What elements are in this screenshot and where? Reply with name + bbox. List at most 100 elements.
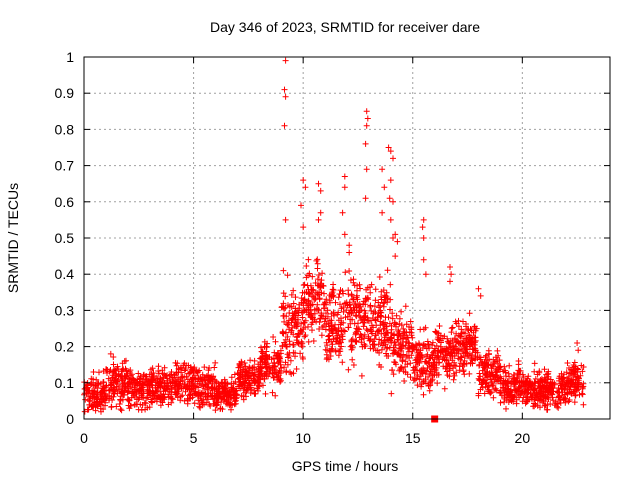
data-point	[290, 300, 297, 307]
data-point	[572, 365, 579, 372]
data-point	[428, 362, 435, 369]
data-point	[199, 371, 206, 378]
data-point	[395, 337, 402, 343]
data-point	[473, 325, 480, 332]
data-point	[134, 380, 141, 387]
data-point	[286, 341, 293, 348]
data-point	[444, 352, 451, 359]
data-point	[216, 383, 223, 390]
data-point	[387, 216, 394, 223]
data-point	[354, 326, 361, 333]
data-point	[312, 289, 319, 296]
data-point	[364, 115, 371, 122]
data-point	[511, 381, 518, 388]
data-point	[390, 344, 397, 351]
data-point	[476, 377, 483, 384]
data-point	[462, 349, 469, 356]
data-point	[315, 180, 322, 187]
y-tick-label: 0.2	[55, 339, 75, 355]
data-point	[404, 334, 411, 341]
data-point	[376, 361, 383, 368]
data-point	[98, 401, 104, 408]
data-point	[381, 184, 388, 191]
data-point	[472, 349, 479, 356]
data-point	[277, 347, 284, 354]
data-point	[314, 276, 321, 283]
data-point	[307, 282, 314, 289]
data-point	[202, 391, 209, 398]
data-point	[107, 350, 114, 357]
data-point	[497, 363, 504, 370]
data-point	[325, 333, 332, 340]
data-point	[460, 318, 466, 325]
data-point	[193, 368, 200, 375]
data-point	[110, 361, 117, 368]
data-point	[367, 289, 374, 296]
data-point	[497, 399, 504, 406]
data-point	[564, 377, 571, 384]
data-point	[433, 372, 440, 379]
data-point	[104, 370, 110, 376]
data-point	[128, 379, 134, 386]
data-point	[110, 369, 117, 376]
data-point	[350, 304, 357, 311]
data-point	[316, 326, 323, 332]
data-point	[410, 364, 417, 371]
data-point	[544, 406, 551, 413]
data-point	[339, 333, 346, 340]
data-point	[228, 406, 234, 413]
data-point	[464, 339, 471, 346]
data-point	[240, 366, 247, 373]
data-point	[281, 318, 288, 325]
data-point	[317, 315, 324, 322]
data-point	[168, 399, 175, 406]
x-axis-label: GPS time / hours	[292, 458, 399, 474]
data-point	[250, 372, 257, 379]
data-point	[536, 368, 543, 375]
data-point	[152, 395, 159, 402]
data-point	[236, 374, 243, 381]
data-point	[109, 374, 116, 381]
data-point	[372, 332, 379, 339]
data-point	[299, 354, 306, 361]
data-point	[218, 396, 225, 403]
data-point	[280, 290, 287, 297]
data-point	[551, 380, 558, 387]
data-point	[358, 333, 365, 340]
data-point	[382, 296, 389, 303]
data-point	[536, 389, 543, 396]
data-point	[490, 394, 497, 401]
data-point	[258, 355, 264, 362]
data-point	[240, 387, 247, 393]
data-point	[260, 350, 266, 357]
data-point	[221, 385, 228, 391]
data-point	[284, 272, 291, 279]
data-point	[222, 389, 229, 396]
data-point	[476, 370, 483, 377]
data-point	[81, 385, 88, 392]
data-point	[503, 389, 510, 396]
data-point	[84, 384, 91, 391]
data-point	[298, 342, 305, 348]
data-point	[157, 375, 164, 382]
data-point	[118, 376, 125, 383]
data-point	[398, 347, 405, 354]
data-point	[314, 265, 321, 272]
data-point	[403, 352, 410, 359]
data-point	[269, 389, 276, 396]
data-point	[403, 329, 410, 336]
data-point	[383, 345, 390, 352]
data-point	[324, 347, 331, 354]
data-point	[114, 363, 121, 370]
data-point	[338, 327, 345, 334]
data-point	[340, 319, 347, 326]
data-point	[380, 300, 387, 307]
data-point	[288, 329, 295, 336]
data-point	[294, 333, 301, 340]
y-tick-label: 0.8	[55, 121, 75, 137]
x-tick-label: 5	[190, 430, 198, 446]
data-point	[104, 393, 111, 400]
data-point	[561, 394, 568, 401]
data-point	[556, 392, 563, 399]
data-point	[247, 365, 253, 372]
